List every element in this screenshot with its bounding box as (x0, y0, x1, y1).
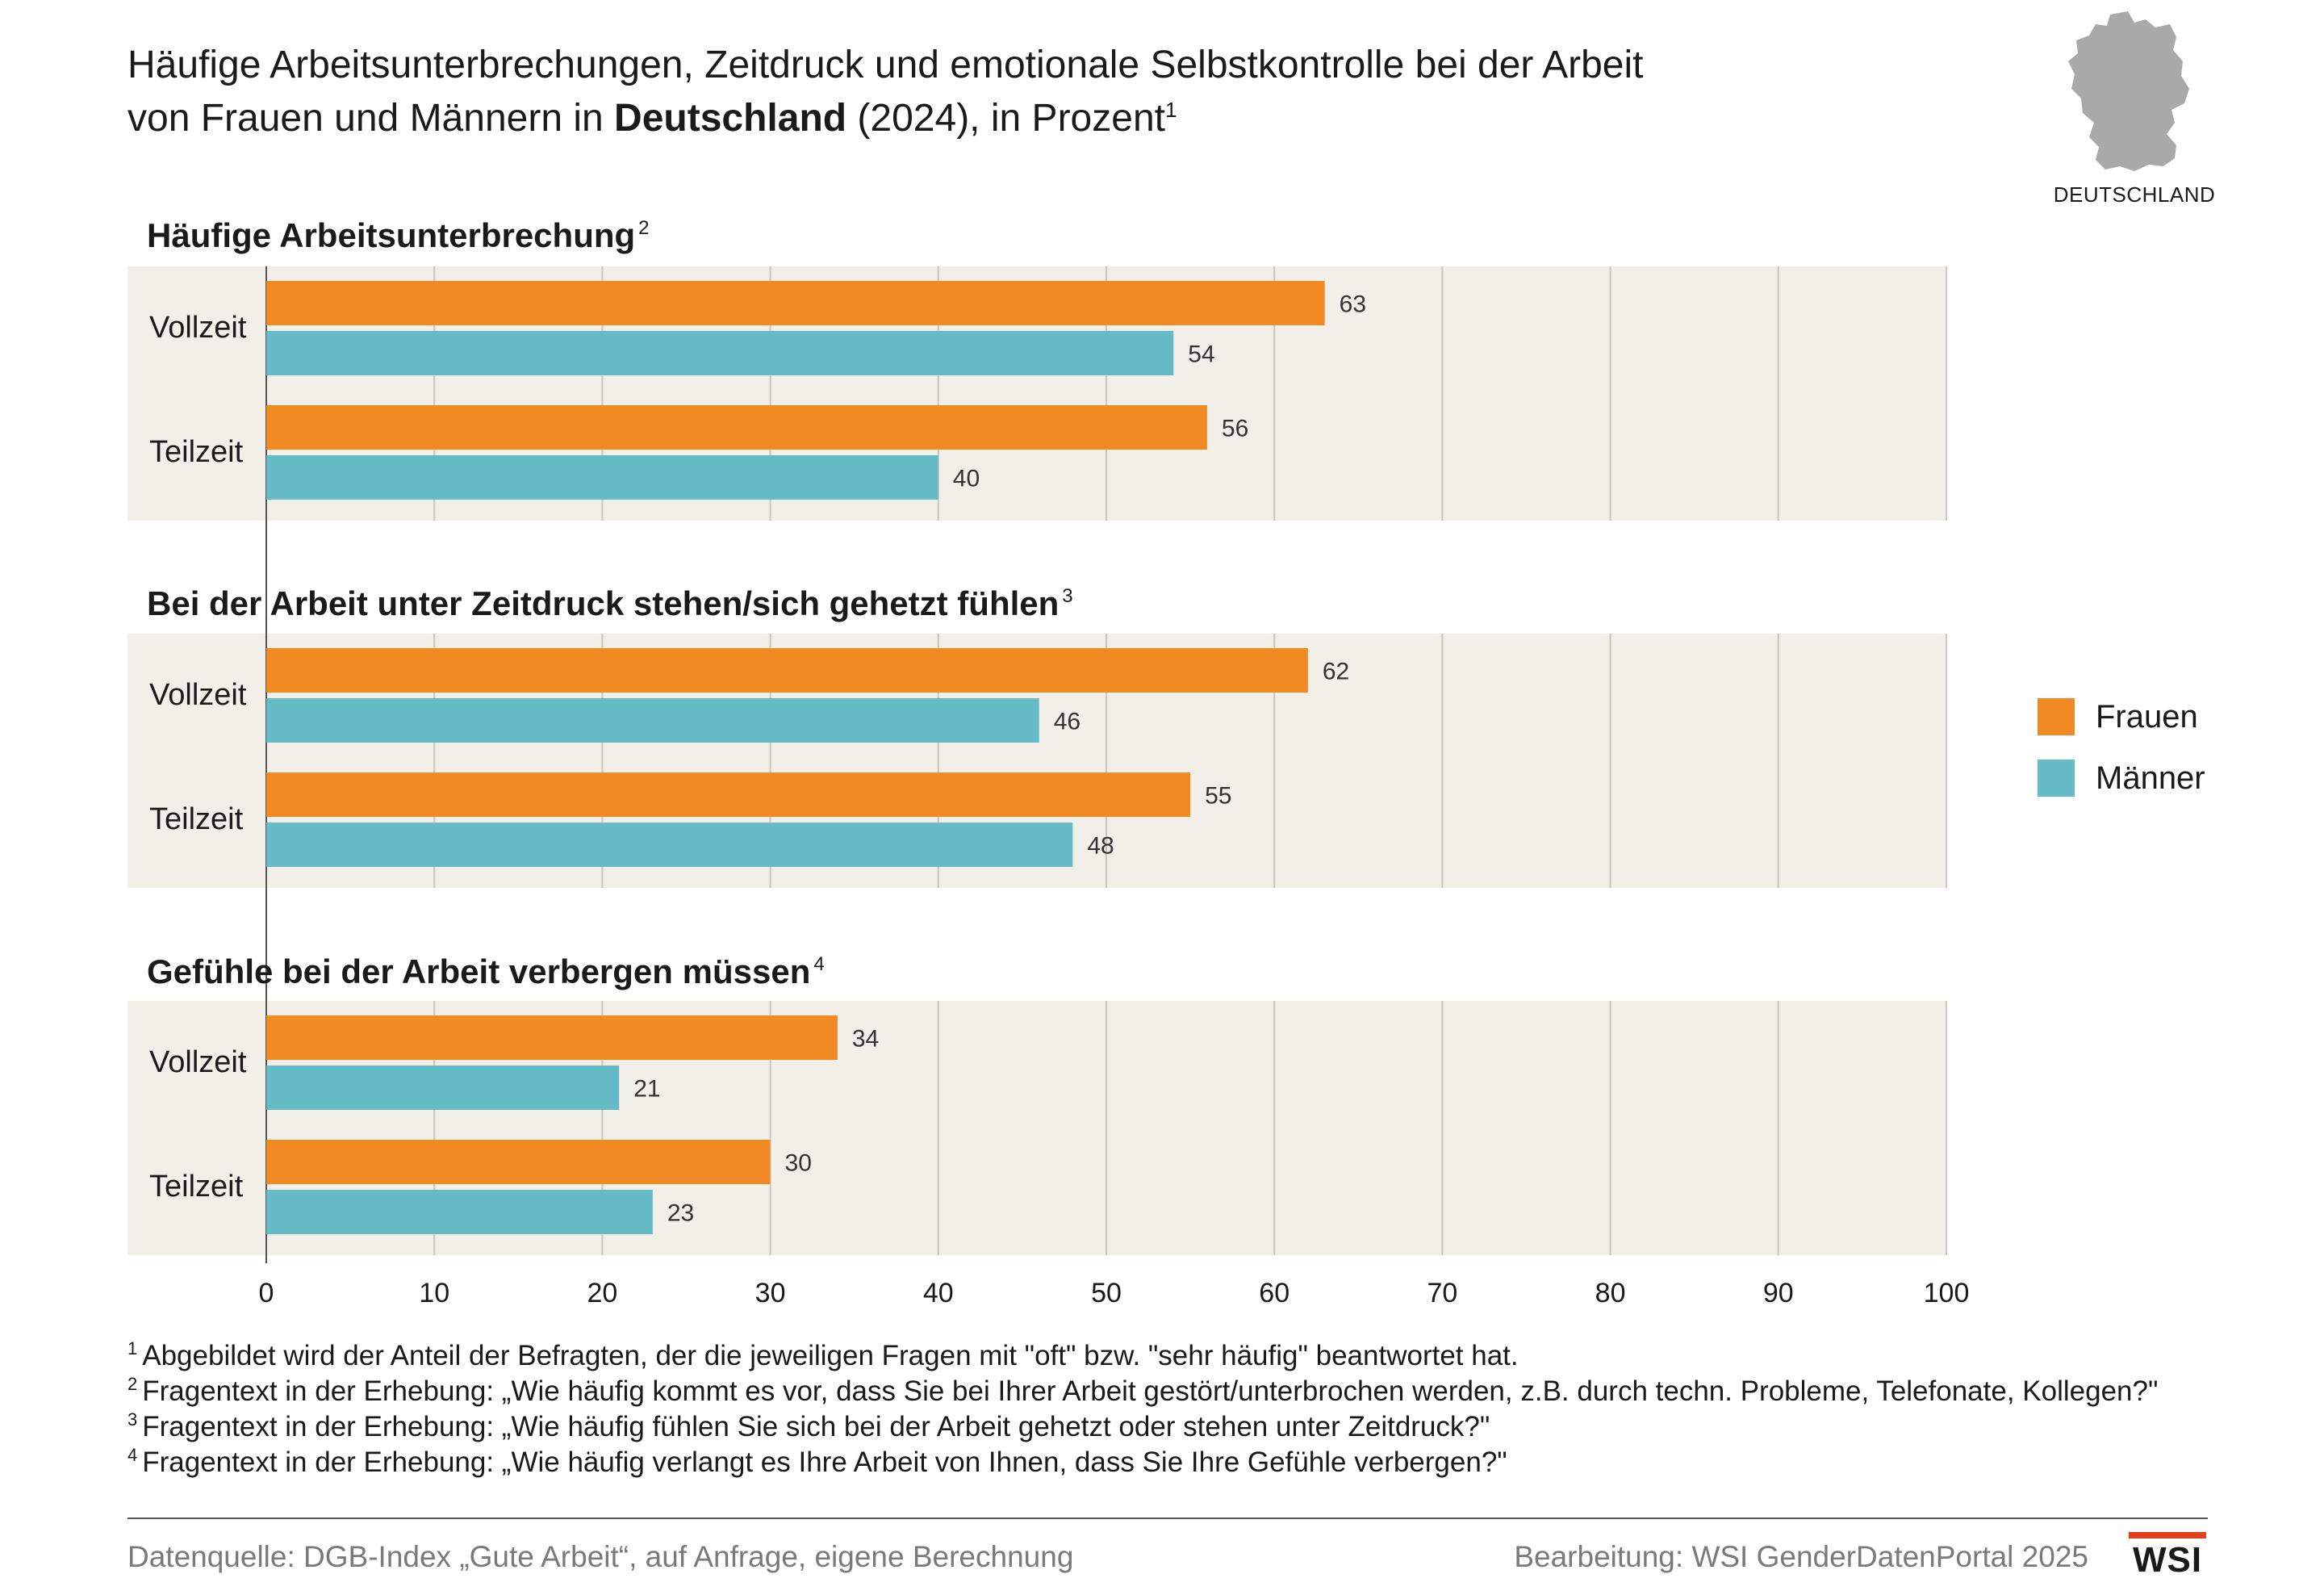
x-tick-label: 10 (419, 1278, 449, 1308)
data-label: 30 (785, 1150, 812, 1177)
x-tick-label: 70 (1427, 1278, 1457, 1308)
x-tick-label: 80 (1595, 1278, 1626, 1308)
bar-chart: Häufige Arbeitsunterbrechung 2 Vollzeit 63 5… (127, 216, 1970, 1308)
credit: Bearbeitung: WSI GenderDatenPortal 2025 (1514, 1540, 2088, 1573)
category-label: Teilzeit (149, 1170, 244, 1204)
bar-maenner (266, 823, 1073, 867)
wsi-logo: WSI (2129, 1532, 2206, 1582)
data-label: 40 (953, 466, 980, 492)
panel-title: Gefühle bei der Arbeit verbergen müssen 4 (147, 952, 825, 990)
title-line-2: von Frauen und Männern in Deutschland (2… (127, 92, 1862, 145)
footnote-2-text: Fragentext in der Erhebung: „Wie häufig … (142, 1375, 2159, 1407)
data-source: Datenquelle: DGB-Index „Gute Arbeit“, au… (127, 1540, 1074, 1573)
footer-divider (127, 1518, 2208, 1519)
footnote-3-text: Fragentext in der Erhebung: „Wie häufig … (142, 1411, 1490, 1442)
title-line-2-pre: von Frauen und Männern in (127, 97, 615, 140)
legend: Frauen Männer (2038, 686, 2205, 809)
data-label: 21 (633, 1076, 660, 1103)
footnote-4-num: 4 (127, 1445, 138, 1466)
bar-frauen (266, 648, 1308, 693)
panel-title-footnote-ref: 4 (813, 953, 824, 975)
x-tick-label: 90 (1763, 1278, 1794, 1308)
x-tick-label: 0 (259, 1278, 274, 1308)
category-label: Teilzeit (149, 435, 244, 469)
bar-frauen (266, 772, 1191, 817)
category-label: Vollzeit (149, 678, 247, 712)
category-label: Teilzeit (149, 802, 244, 836)
title-line-1: Häufige Arbeitsunterbrechungen, Zeitdruc… (127, 44, 1644, 86)
legend-item-frauen: Frauen (2038, 686, 2205, 747)
panel-title-footnote-ref: 2 (638, 217, 649, 239)
data-label: 55 (1205, 783, 1231, 810)
title-line-2-bold: Deutschland (614, 97, 847, 140)
footnote-1-num: 1 (127, 1338, 138, 1359)
footnote-3-num: 3 (127, 1409, 138, 1430)
map-label: DEUTSCHLAND (2053, 182, 2216, 207)
title-line-2-post: (2024), in Prozent (846, 97, 1165, 140)
legend-label-maenner: Männer (2096, 760, 2205, 796)
data-label: 63 (1340, 291, 1366, 318)
title-footnote-ref: 1 (1164, 98, 1177, 122)
legend-swatch-maenner (2038, 760, 2075, 797)
data-label: 23 (667, 1200, 694, 1227)
x-tick-label: 20 (587, 1278, 617, 1308)
footnote-2: 2 Fragentext in der Erhebung: „Wie häufig… (127, 1374, 2226, 1409)
bar-frauen (266, 281, 1325, 325)
bar-frauen (266, 405, 1207, 450)
bar-maenner (266, 698, 1039, 743)
panel-title: Bei der Arbeit unter Zeitdruck stehen/si… (147, 584, 1073, 622)
x-tick-label: 60 (1259, 1278, 1289, 1308)
footnote-4: 4 Fragentext in der Erhebung: „Wie häufig… (127, 1445, 2226, 1480)
wsi-logo-bar (2129, 1532, 2206, 1538)
x-tick-label: 40 (923, 1278, 954, 1308)
data-label: 46 (1054, 709, 1080, 735)
chart-title: Häufige Arbeitsunterbrechungen, Zeitdruc… (127, 39, 1862, 145)
panel-title-footnote-ref: 3 (1062, 585, 1072, 607)
panel-title: Häufige Arbeitsunterbrechung 2 (147, 216, 650, 254)
footnote-4-text: Fragentext in der Erhebung: „Wie häufig … (142, 1446, 1507, 1478)
footnote-2-num: 2 (127, 1374, 138, 1395)
data-label: 54 (1188, 341, 1214, 368)
data-label: 62 (1323, 659, 1349, 685)
footnote-1-text: Abgebildet wird der Anteil der Befragten… (142, 1340, 1519, 1371)
bar-maenner (266, 1065, 620, 1110)
germany-map-icon (2054, 8, 2215, 218)
footnotes: 1 Abgebildet wird der Anteil der Befragte… (127, 1338, 2226, 1480)
x-tick-label: 50 (1091, 1278, 1122, 1308)
x-tick-label: 30 (755, 1278, 786, 1308)
bar-frauen (266, 1015, 838, 1060)
bar-maenner (266, 331, 1174, 375)
legend-item-maenner: Männer (2038, 747, 2205, 809)
data-label: 56 (1222, 416, 1248, 442)
footnote-1: 1 Abgebildet wird der Anteil der Befragte… (127, 1338, 2226, 1374)
legend-label-frauen: Frauen (2096, 698, 2198, 735)
bar-maenner (266, 455, 938, 500)
bar-frauen (266, 1140, 771, 1184)
category-label: Vollzeit (149, 1045, 247, 1079)
wsi-logo-text: WSI (2132, 1540, 2203, 1580)
footnote-3: 3 Fragentext in der Erhebung: „Wie häufig… (127, 1409, 2226, 1445)
data-label: 34 (852, 1026, 879, 1053)
legend-swatch-frauen (2038, 698, 2075, 735)
category-label: Vollzeit (149, 311, 247, 345)
data-label: 48 (1087, 833, 1114, 860)
x-tick-label: 100 (1924, 1278, 1970, 1308)
bar-maenner (266, 1190, 653, 1234)
